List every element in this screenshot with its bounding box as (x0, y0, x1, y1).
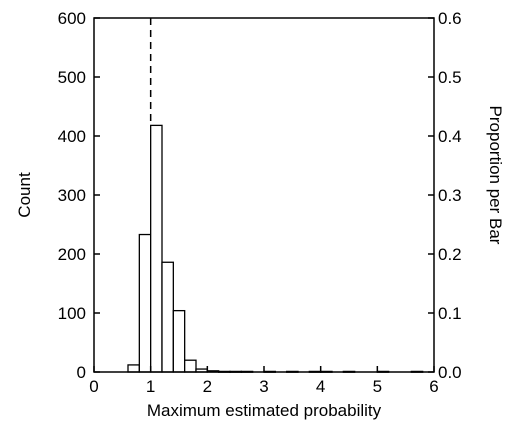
y2-axis-title: Proportion per Bar (486, 106, 505, 245)
y2-tick-label: 0.3 (438, 186, 462, 205)
y-tick-label: 0 (77, 363, 86, 382)
y2-tick-label: 0.0 (438, 363, 462, 382)
histogram-bar (150, 124, 163, 373)
y-tick-label: 300 (58, 186, 86, 205)
x-tick-label: 6 (429, 377, 438, 396)
histogram-bar (161, 261, 174, 373)
y2-tick-label: 0.1 (438, 304, 462, 323)
y2-tick-label: 0.4 (438, 127, 462, 146)
y2-tick-label: 0.6 (438, 9, 462, 28)
x-tick-label: 2 (203, 377, 212, 396)
x-tick-label: 4 (316, 377, 325, 396)
x-axis-ticks: 0 1 2 3 4 5 6 (89, 366, 439, 396)
y2-axis-ticks: 0.0 0.1 0.2 0.3 0.4 0.5 0.6 (428, 9, 462, 382)
histogram-bar (184, 359, 197, 373)
y-tick-label: 200 (58, 245, 86, 264)
y-tick-label: 500 (58, 68, 86, 87)
y-tick-label: 400 (58, 127, 86, 146)
x-tick-label: 0 (89, 377, 98, 396)
y-tick-label: 600 (58, 9, 86, 28)
y-axis-title: Count (15, 172, 34, 218)
histogram-bar (127, 364, 140, 373)
y-tick-label: 100 (58, 304, 86, 323)
x-tick-label: 3 (259, 377, 268, 396)
x-axis-title: Maximum estimated probability (147, 401, 382, 420)
y2-tick-label: 0.5 (438, 68, 462, 87)
histogram-bars (127, 124, 424, 373)
x-tick-label: 1 (146, 377, 155, 396)
histogram-bar (172, 309, 186, 373)
histogram-bar (138, 233, 152, 373)
y-axis-ticks: 0 100 200 300 400 500 600 (58, 9, 100, 382)
x-tick-label: 5 (373, 377, 382, 396)
y2-tick-label: 0.2 (438, 245, 462, 264)
